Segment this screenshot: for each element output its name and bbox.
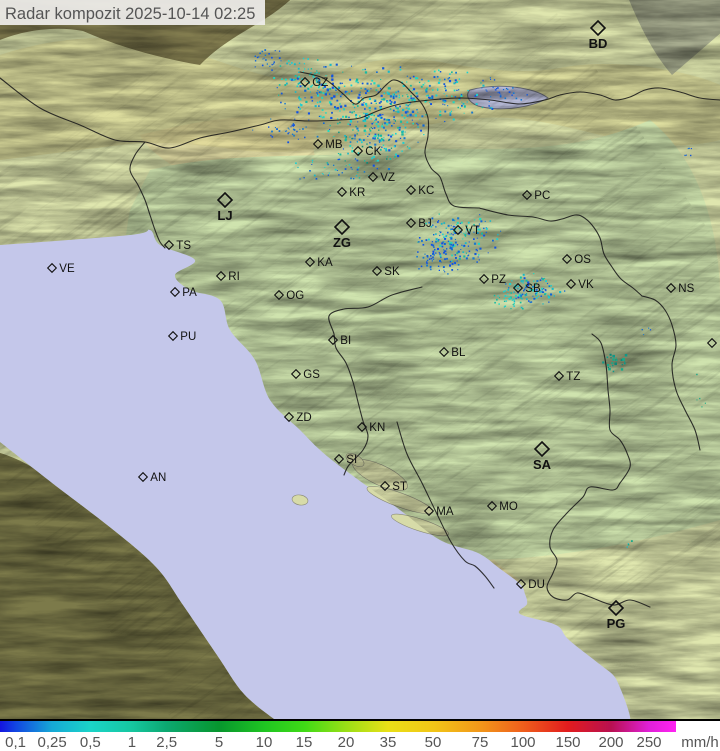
svg-text:KR: KR — [349, 187, 365, 199]
svg-text:15: 15 — [296, 734, 313, 751]
svg-text:mm/h: mm/h — [681, 734, 719, 751]
svg-text:MA: MA — [436, 506, 454, 518]
svg-text:MO: MO — [499, 501, 518, 513]
svg-text:100: 100 — [510, 734, 535, 751]
svg-text:Radar kompozit 2025-10-14: Radar kompozit 2025-10-14 02:25 — [5, 5, 255, 23]
svg-text:BL: BL — [451, 347, 466, 359]
svg-text:250: 250 — [636, 734, 661, 751]
svg-text:SA: SA — [533, 457, 552, 472]
svg-text:LJ: LJ — [217, 208, 232, 223]
svg-text:2,5: 2,5 — [156, 734, 177, 751]
svg-text:VZ: VZ — [380, 172, 395, 184]
svg-text:BD: BD — [589, 36, 608, 51]
svg-text:0,5: 0,5 — [80, 734, 101, 751]
svg-text:200: 200 — [598, 734, 623, 751]
svg-text:150: 150 — [555, 734, 580, 751]
svg-text:1: 1 — [128, 734, 136, 751]
svg-text:KC: KC — [418, 185, 434, 197]
svg-text:OG: OG — [286, 290, 304, 302]
svg-text:TS: TS — [176, 240, 191, 252]
svg-text:KN: KN — [369, 422, 385, 434]
svg-text:GS: GS — [303, 369, 320, 381]
svg-text:5: 5 — [215, 734, 223, 751]
svg-text:RI: RI — [228, 271, 240, 283]
svg-text:SK: SK — [384, 266, 400, 278]
svg-text:ZD: ZD — [296, 412, 311, 424]
svg-text:0,25: 0,25 — [37, 734, 66, 751]
svg-text:BJ: BJ — [418, 218, 431, 230]
svg-text:PG: PG — [607, 616, 626, 631]
svg-text:KA: KA — [317, 257, 333, 269]
svg-text:SB: SB — [525, 283, 541, 295]
svg-text:VT: VT — [465, 225, 480, 237]
svg-text:TZ: TZ — [566, 371, 580, 383]
svg-text:PZ: PZ — [491, 274, 506, 286]
svg-text:NS: NS — [678, 283, 694, 295]
svg-text:10: 10 — [256, 734, 273, 751]
svg-text:VK: VK — [578, 279, 594, 291]
svg-text:ST: ST — [392, 481, 407, 493]
svg-text:PC: PC — [534, 190, 550, 202]
svg-text:PA: PA — [182, 287, 197, 299]
svg-text:CK: CK — [365, 146, 381, 158]
svg-text:35: 35 — [380, 734, 397, 751]
svg-text:75: 75 — [472, 734, 489, 751]
svg-text:DU: DU — [528, 579, 545, 591]
svg-text:VE: VE — [59, 263, 75, 275]
svg-text:MB: MB — [325, 139, 343, 151]
svg-text:BI: BI — [340, 335, 351, 347]
svg-text:20: 20 — [338, 734, 355, 751]
svg-text:0,1: 0,1 — [5, 734, 26, 751]
svg-text:AN: AN — [150, 472, 166, 484]
svg-text:ZG: ZG — [333, 235, 351, 250]
svg-text:OS: OS — [574, 254, 591, 266]
svg-text:SI: SI — [346, 454, 357, 466]
svg-text:PU: PU — [180, 331, 196, 343]
svg-text:50: 50 — [425, 734, 442, 751]
svg-text:GZ: GZ — [312, 77, 328, 89]
